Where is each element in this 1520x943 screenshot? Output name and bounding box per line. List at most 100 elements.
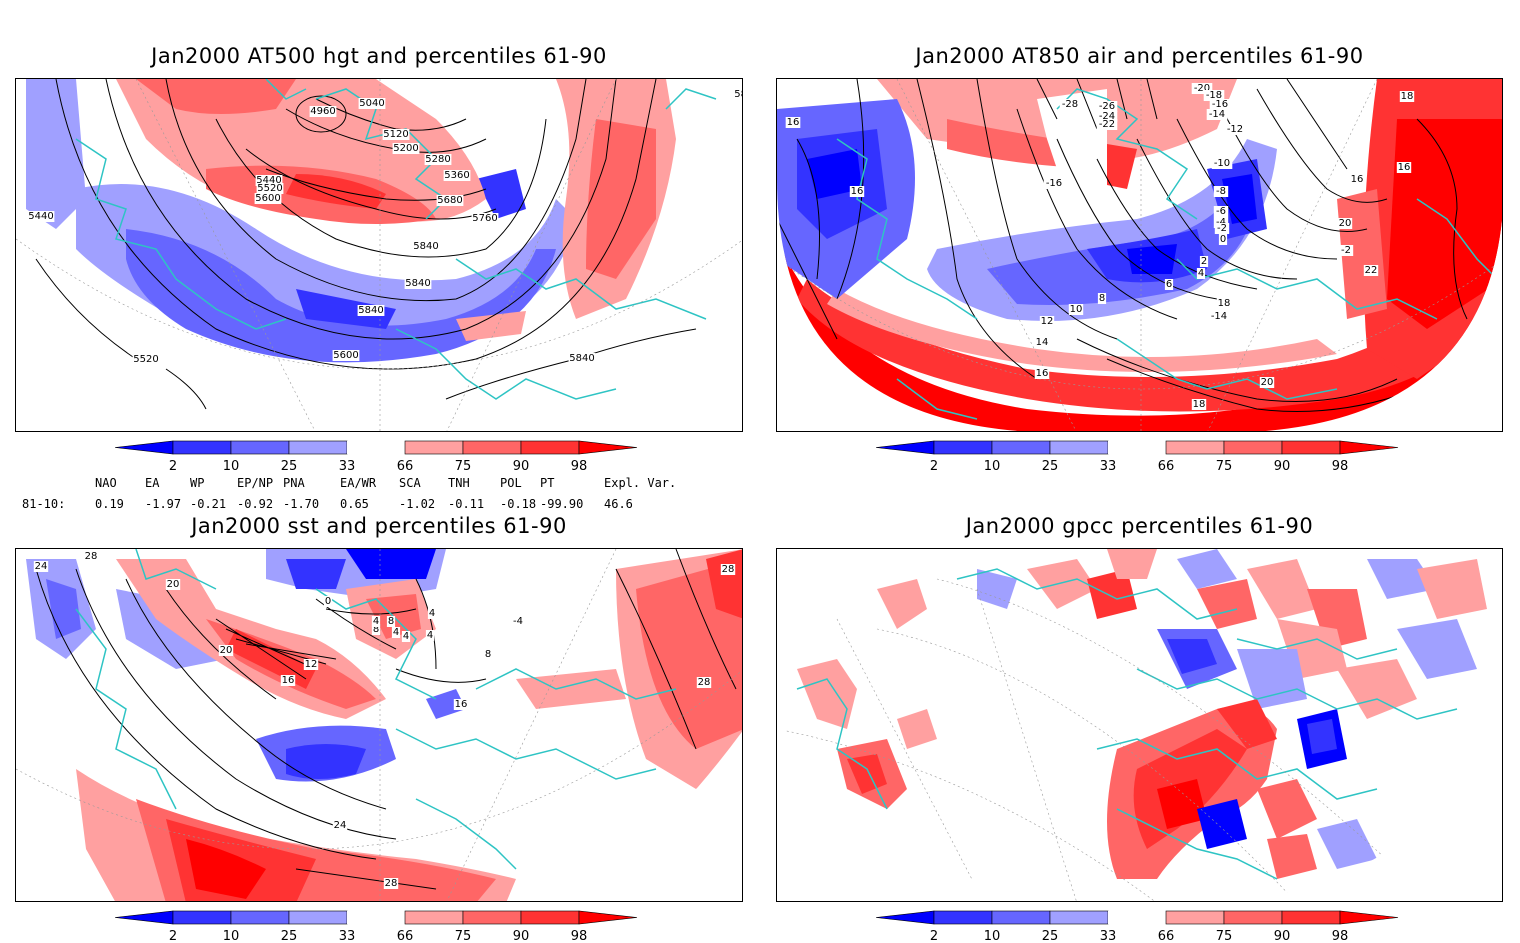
panel-1-title: Jan2000 AT500 hgt and percentiles 61-90 — [151, 44, 607, 68]
contour-label: 5120 — [383, 129, 408, 140]
colorbar-right-arrow — [1339, 440, 1399, 455]
stats-cell: -1.02 — [399, 497, 436, 511]
contour-label: 5440 — [256, 175, 281, 186]
contour-label-bg — [425, 630, 435, 641]
contour-label: 4 — [403, 631, 409, 642]
stats-cell: -0.92 — [237, 497, 274, 511]
contour-label-bg — [383, 878, 399, 889]
contour-label-bg — [510, 616, 526, 627]
contour-label: -4 — [1216, 217, 1226, 228]
contour-label-bg — [1338, 245, 1354, 256]
contour-label-bg — [1203, 90, 1225, 101]
contour-label: -8 — [1216, 186, 1226, 197]
contour-label-bg — [1208, 311, 1230, 322]
colorbar-tick-label: 98 — [1332, 459, 1349, 473]
colorbar-segment — [991, 910, 1051, 925]
contour-label-bg — [280, 675, 296, 686]
contour-label-bg — [1363, 265, 1379, 276]
contour-label: 5040 — [359, 98, 384, 109]
contour-label: 8 — [373, 624, 379, 635]
contour-label: -18 — [1206, 90, 1222, 101]
colorbar-3-svg: 2 10 25 33 66 75 90 98 — [115, 910, 638, 943]
colorbar-tick-label: 66 — [1158, 929, 1175, 943]
colorbar-tick-label: 98 — [571, 929, 588, 943]
contour-label: 5280 — [425, 154, 450, 165]
contour-label-bg — [303, 659, 319, 670]
contour-label-bg — [1034, 337, 1050, 348]
contour-label-bg — [1096, 119, 1118, 130]
contour-label-bg — [33, 561, 49, 572]
contour-label-bg — [371, 624, 381, 635]
contour-label: -4 — [513, 616, 523, 627]
contour-label-bg — [1206, 109, 1228, 120]
contour-label-bg — [696, 677, 712, 688]
colorbar-tick-label: 33 — [339, 459, 356, 473]
contour-label-bg — [382, 129, 410, 140]
colorbar-tick-label: 75 — [1216, 459, 1233, 473]
contour-label: 16 — [1398, 162, 1411, 173]
contour-label: -20 — [1194, 83, 1210, 94]
contour-label-bg — [27, 211, 55, 222]
contour-label: -24 — [1099, 111, 1115, 122]
contour-label: 28 — [698, 677, 711, 688]
stats-cell: -1.97 — [145, 497, 182, 511]
map-panel-sst: 24 28 20 20 16 12 8 4 0 4 4 8 4 4 16 8 24 28 28 28 -4 — [15, 548, 743, 902]
contour-label-bg — [436, 195, 464, 206]
contour-label: -12 — [1227, 124, 1243, 135]
contour-label-bg — [568, 353, 596, 364]
contour-label-bg — [471, 213, 499, 224]
map-panel-air850: 1416-28-26-24-22-20-18-16-14-12-10-8-6-4… — [776, 78, 1503, 432]
colorbar-segment — [1049, 910, 1109, 925]
contour-label-bg — [255, 175, 283, 186]
contour-label: 16 — [787, 117, 800, 128]
contour-label: 0 — [1220, 234, 1226, 245]
colorbar-segment — [230, 440, 290, 455]
contour-label: 6 — [1166, 279, 1172, 290]
stats-cell: Expl. Var. — [604, 476, 677, 490]
stats-cell: EA/WR — [340, 476, 377, 490]
colorbar-tick-label: 33 — [1100, 929, 1117, 943]
colorbar-segment — [404, 910, 464, 925]
colorbar-left-arrow — [115, 440, 174, 455]
contour-label: 5840 — [734, 89, 743, 100]
contour-label: 20 — [167, 579, 180, 590]
colorbar-tick-label: 98 — [1332, 929, 1349, 943]
contour-label-bg — [1211, 158, 1233, 169]
precip-anomaly-patches — [797, 549, 1487, 879]
stats-cell: PT — [540, 476, 555, 490]
colorbar-tick-label: 66 — [1158, 459, 1175, 473]
contour-label-bg — [1196, 268, 1206, 279]
contour-label-bg — [1043, 178, 1065, 189]
contour-label-bg — [391, 627, 401, 638]
colorbar-left-arrow — [115, 910, 174, 925]
contour-label-bg — [386, 616, 396, 627]
contour-label: 18 — [1218, 298, 1231, 309]
contour-label-bg — [401, 631, 411, 642]
stats-cell: 0.65 — [340, 497, 369, 511]
contour-label: 5760 — [472, 213, 497, 224]
panel-2-title: Jan2000 AT850 air and percentiles 61-90 — [915, 44, 1364, 68]
colorbar-tick-label: 75 — [455, 459, 472, 473]
contour-label: 5360 — [444, 170, 469, 181]
contour-label-bg — [256, 183, 284, 194]
contour-label-bg — [404, 278, 432, 289]
colorbar-tick-label: 25 — [281, 459, 298, 473]
contour-label-bg — [1209, 99, 1231, 110]
colorbar-tick-label: 2 — [930, 929, 938, 943]
contour-label-bg — [309, 106, 337, 117]
contour-label: -14 — [1209, 109, 1225, 120]
colorbar-tick-label: 10 — [223, 459, 240, 473]
colorbar-segment — [288, 910, 348, 925]
colorbar-2: 2 10 25 33 66 75 90 98 — [876, 439, 1406, 473]
map-panel-hgt500: 4960 5040 5120 5200 5280 5360 5440 5520 5600 5680… — [15, 78, 743, 432]
contour-label-bg — [1068, 304, 1084, 315]
colorbar-tick-label: 98 — [571, 459, 588, 473]
contour-label: -16 — [1212, 99, 1228, 110]
contour-label-bg — [323, 596, 333, 607]
stats-cell: -0.21 — [190, 497, 227, 511]
contour-label: 4 — [393, 627, 399, 638]
stats-cell: -1.70 — [283, 497, 320, 511]
coastlines — [796, 568, 1458, 880]
contour-label: -26 — [1099, 101, 1115, 112]
